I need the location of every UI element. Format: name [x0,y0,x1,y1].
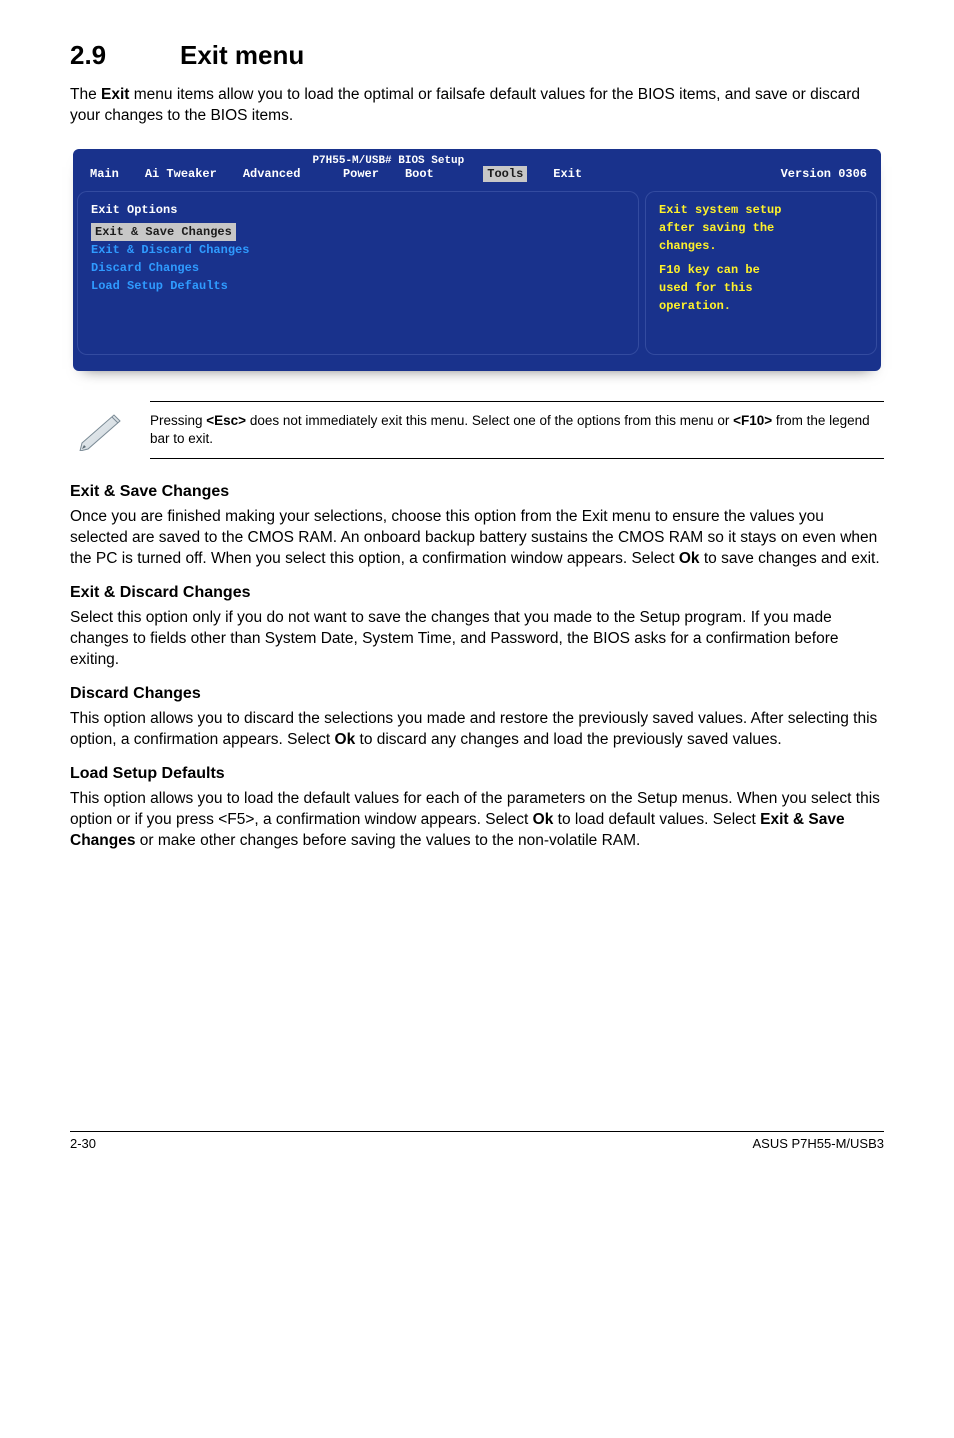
bios-option-highlighted[interactable]: Exit & Save Changes [91,223,625,241]
note-text: Pressing <Esc> does not immediately exit… [150,401,884,459]
note-block: Pressing <Esc> does not immediately exit… [70,401,884,459]
heading-number: 2.9 [70,40,180,71]
body-discard: This option allows you to discard the se… [70,709,884,751]
subheading-load-defaults: Load Setup Defaults [70,765,884,783]
bios-menu-power[interactable]: Power [330,167,392,185]
subheading-discard: Discard Changes [70,685,884,703]
bios-menu-bar: Main Ai Tweaker Advanced P7H55-M/USB# BI… [77,153,877,185]
bios-menu-advanced[interactable]: Advanced [230,159,307,185]
bios-help-line: changes. [659,237,863,255]
footer-page-number: 2-30 [70,1136,96,1151]
bios-screenshot: Main Ai Tweaker Advanced P7H55-M/USB# BI… [70,149,884,371]
subheading-exit-discard: Exit & Discard Changes [70,584,884,602]
body-load-defaults: This option allows you to load the defau… [70,789,884,852]
bios-options-title: Exit Options [91,201,625,219]
bios-option-item[interactable]: Discard Changes [91,259,625,277]
bios-help-line: operation. [659,297,863,315]
bios-help-panel: Exit system setup after saving the chang… [645,191,877,355]
body-exit-discard: Select this option only if you do not wa… [70,608,884,671]
bios-setup-title: P7H55-M/USB# BIOS Setup [306,153,470,167]
bios-option-highlighted-label: Exit & Save Changes [91,223,236,241]
bios-option-item[interactable]: Exit & Discard Changes [91,241,625,259]
heading-title: Exit menu [180,40,304,70]
bios-help-line: after saving the [659,219,863,237]
bios-left-panel: Exit Options Exit & Save Changes Exit & … [77,191,639,355]
bios-help-line: used for this [659,279,863,297]
subheading-exit-save: Exit & Save Changes [70,483,884,501]
intro-paragraph: The Exit menu items allow you to load th… [70,85,884,127]
body-exit-save: Once you are finished making your select… [70,507,884,570]
bios-help-line: Exit system setup [659,201,863,219]
bios-menu-main[interactable]: Main [77,159,132,185]
bios-menu-ai-tweaker[interactable]: Ai Tweaker [132,159,230,185]
bios-help-line: F10 key can be [659,261,863,279]
footer-model: ASUS P7H55-M/USB3 [753,1136,885,1151]
note-icon [70,409,130,451]
bios-menu-tools-label: Tools [483,166,527,182]
section-heading: 2.9Exit menu [70,40,884,71]
bios-menu-tools[interactable]: Tools [470,159,540,185]
bios-menu-boot[interactable]: Boot [392,167,447,185]
bios-option-item[interactable]: Load Setup Defaults [91,277,625,295]
bios-version: Version 0306 [768,159,877,185]
footer: 2-30 ASUS P7H55-M/USB3 [70,1132,884,1151]
bios-menu-exit[interactable]: Exit [540,159,595,185]
